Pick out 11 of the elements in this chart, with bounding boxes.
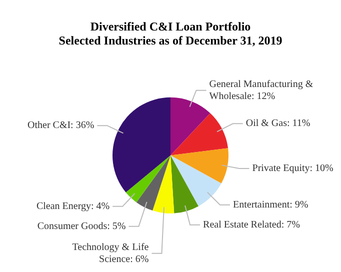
slice-label: Oil & Gas: 11% (246, 118, 310, 130)
slice-label: Other C&I: 36% (28, 120, 94, 132)
chart-title: Diversified C&I Loan Portfolio (90, 19, 251, 34)
slice-label: Clean Energy: 4% (36, 201, 110, 212)
slice-label: Technology & Life Science: 6% (72, 242, 150, 266)
slice-label: General Manufacturing & Wholesale: 12% (209, 78, 314, 102)
slice-label: Private Equity: 10% (252, 163, 334, 174)
slice-label: Real Estate Related: 7% (203, 220, 300, 231)
slice-label: Consumer Goods: 5% (37, 221, 126, 232)
slice-label: Entertainment: 9% (232, 200, 308, 211)
chart-subtitle: Selected Industries as of December 31, 2019 (58, 34, 282, 48)
